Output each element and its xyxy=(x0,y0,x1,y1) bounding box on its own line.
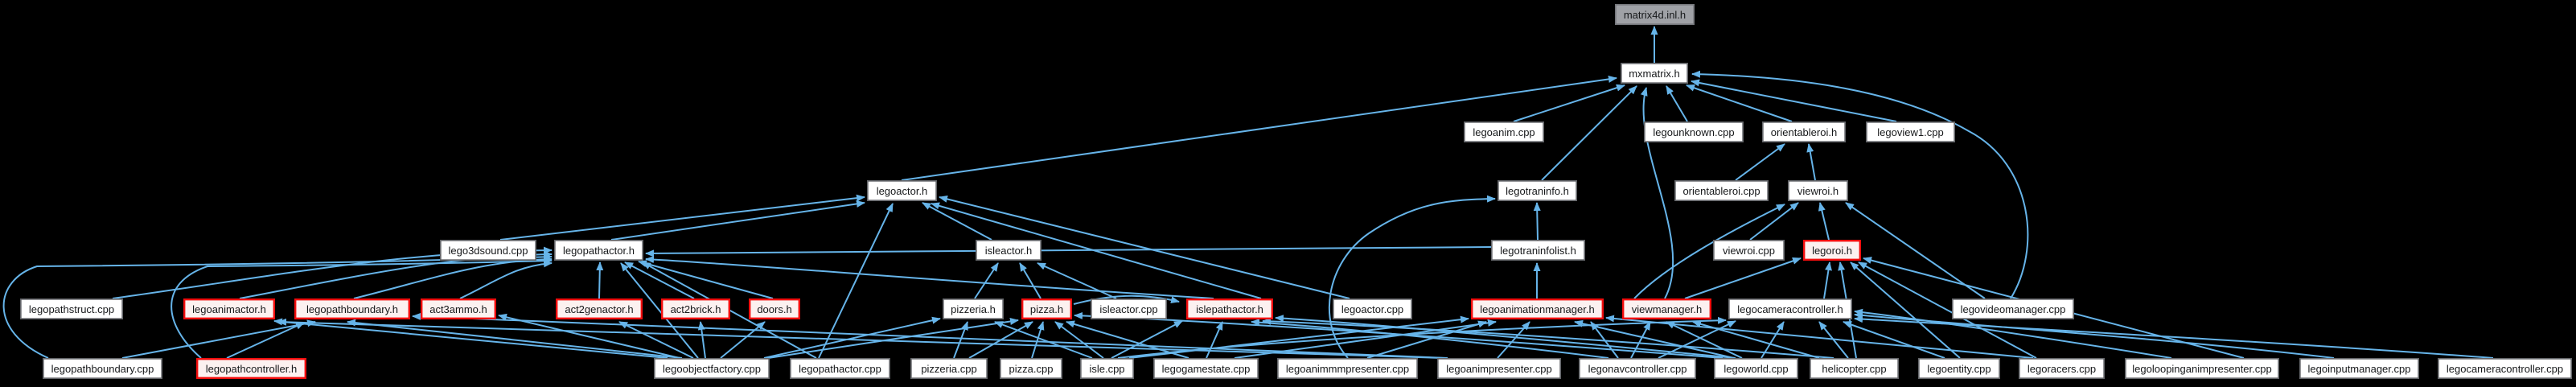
svg-text:legopathboundary.cpp: legopathboundary.cpp xyxy=(51,363,154,375)
svg-text:viewmanager.h: viewmanager.h xyxy=(1632,303,1702,315)
svg-text:islepathactor.h: islepathactor.h xyxy=(1196,303,1263,315)
svg-text:legopathboundary.h: legopathboundary.h xyxy=(306,303,398,315)
svg-text:legopathstruct.cpp: legopathstruct.cpp xyxy=(29,303,114,315)
svg-text:pizza.h: pizza.h xyxy=(1030,303,1063,315)
svg-text:isleactor.cpp: isleactor.cpp xyxy=(1099,303,1157,315)
svg-text:legounknown.cpp: legounknown.cpp xyxy=(1653,126,1734,138)
svg-text:legovideomanager.cpp: legovideomanager.cpp xyxy=(1961,303,2066,315)
svg-text:legoanimactor.h: legoanimactor.h xyxy=(192,303,266,315)
svg-text:legoloopinganimpresenter.cpp: legoloopinganimpresenter.cpp xyxy=(2132,363,2271,375)
svg-text:pizzeria.cpp: pizzeria.cpp xyxy=(921,363,976,375)
svg-text:pizzeria.h: pizzeria.h xyxy=(951,303,996,315)
svg-text:legoworld.cpp: legoworld.cpp xyxy=(1723,363,1788,375)
svg-text:legoracers.cpp: legoracers.cpp xyxy=(2028,363,2096,375)
svg-text:act2genactor.h: act2genactor.h xyxy=(565,303,633,315)
svg-text:legoactor.h: legoactor.h xyxy=(877,185,928,197)
svg-text:lego3dsound.cpp: lego3dsound.cpp xyxy=(448,245,528,257)
svg-text:legoview1.cpp: legoview1.cpp xyxy=(1877,126,1943,138)
svg-text:act2brick.h: act2brick.h xyxy=(671,303,721,315)
svg-text:matrix4d.inl.h: matrix4d.inl.h xyxy=(1624,9,1686,21)
svg-text:legotraninfolist.h: legotraninfolist.h xyxy=(1500,245,1576,257)
svg-text:viewroi.cpp: viewroi.cpp xyxy=(1723,245,1775,257)
svg-text:legoanimpresenter.cpp: legoanimpresenter.cpp xyxy=(1446,363,1552,375)
svg-text:legogamestate.cpp: legogamestate.cpp xyxy=(1162,363,1251,375)
svg-text:legoanim.cpp: legoanim.cpp xyxy=(1473,126,1535,138)
svg-text:legocameracontroller.cpp: legocameracontroller.cpp xyxy=(2447,363,2563,375)
svg-text:legoanimmmpresenter.cpp: legoanimmmpresenter.cpp xyxy=(1286,363,1409,375)
svg-text:isle.cpp: isle.cpp xyxy=(1089,363,1124,375)
svg-text:legopathcontroller.h: legopathcontroller.h xyxy=(206,363,297,375)
svg-text:legocameracontroller.h: legocameracontroller.h xyxy=(1737,303,1843,315)
svg-text:legotraninfo.h: legotraninfo.h xyxy=(1506,185,1569,197)
svg-text:pizza.cpp: pizza.cpp xyxy=(1009,363,1054,375)
svg-text:doors.h: doors.h xyxy=(757,303,791,315)
svg-text:legopathactor.cpp: legopathactor.cpp xyxy=(799,363,881,375)
svg-text:legoentity.cpp: legoentity.cpp xyxy=(1927,363,1991,375)
svg-text:legonavcontroller.cpp: legonavcontroller.cpp xyxy=(1588,363,1687,375)
svg-text:orientableroi.cpp: orientableroi.cpp xyxy=(1682,185,1760,197)
svg-text:legoobjectfactory.cpp: legoobjectfactory.cpp xyxy=(663,363,761,375)
svg-text:legoinputmanager.cpp: legoinputmanager.cpp xyxy=(2308,363,2411,375)
svg-text:isleactor.h: isleactor.h xyxy=(985,245,1033,257)
svg-text:mxmatrix.h: mxmatrix.h xyxy=(1629,68,1680,80)
svg-text:viewroi.h: viewroi.h xyxy=(1797,185,1839,197)
svg-text:helicopter.cpp: helicopter.cpp xyxy=(1822,363,1886,375)
svg-text:orientableroi.h: orientableroi.h xyxy=(1771,126,1837,138)
svg-text:act3ammo.h: act3ammo.h xyxy=(429,303,487,315)
svg-text:legopathactor.h: legopathactor.h xyxy=(563,245,635,257)
svg-text:legoanimationmanager.h: legoanimationmanager.h xyxy=(1480,303,1594,315)
svg-text:legoactor.cpp: legoactor.cpp xyxy=(1341,303,1403,315)
svg-text:legoroi.h: legoroi.h xyxy=(1812,245,1852,257)
